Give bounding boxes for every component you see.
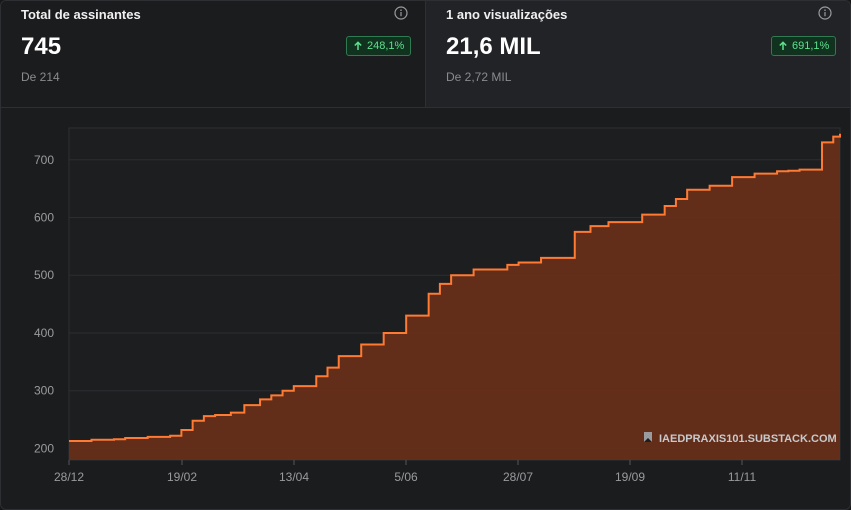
x-tick-label: 11/11	[728, 470, 757, 484]
x-tick-label: 13/04	[279, 470, 309, 484]
watermark-text: IAEDPRAXIS101.SUBSTACK.COM	[659, 433, 837, 445]
info-icon[interactable]	[818, 6, 832, 20]
x-tick-label: 28/12	[54, 470, 84, 484]
views-title: 1 ano visualizações	[446, 7, 568, 22]
x-axis: 28/12 19/02 13/04 5/06 28/07 19/09 11/11	[54, 460, 756, 484]
y-tick-label: 500	[34, 268, 54, 282]
y-tick-label: 300	[34, 384, 54, 398]
x-tick-label: 5/06	[394, 470, 418, 484]
watermark: IAEDPRAXIS101.SUBSTACK.COM	[644, 432, 837, 445]
y-tick-label: 700	[34, 153, 54, 167]
views-previous: De 2,72 MIL	[446, 70, 512, 84]
views-card[interactable]: 1 ano visualizações 21,6 MIL 691,1% De 2…	[426, 1, 850, 107]
subscribers-title: Total de assinantes	[21, 7, 141, 22]
chart-container: 200 300 400 500 600 700 28/12 19/02 13/04 5/06 28…	[1, 108, 850, 509]
subscribers-growth-value: 248,1%	[367, 40, 405, 52]
bookmark-icon	[644, 432, 652, 442]
y-tick-label: 600	[34, 210, 54, 224]
x-tick-label: 19/02	[167, 470, 197, 484]
subscribers-previous: De 214	[21, 70, 60, 84]
views-growth-value: 691,1%	[792, 40, 830, 52]
bookmark-notch	[644, 438, 652, 442]
x-tick-label: 28/07	[503, 470, 533, 484]
x-tick-label: 19/09	[615, 470, 645, 484]
views-value: 21,6 MIL	[446, 33, 541, 60]
views-growth-badge: 691,1%	[771, 36, 837, 56]
subscribers-value: 745	[21, 33, 62, 60]
arrow-up-icon	[779, 41, 787, 50]
series-line	[69, 133, 841, 442]
arrow-up-icon	[354, 41, 362, 50]
y-axis: 200 300 400 500 600 700	[34, 153, 54, 456]
subscribers-card[interactable]: Total de assinantes 745 248,1% De 214	[1, 1, 426, 107]
subscribers-growth-badge: 248,1%	[346, 36, 412, 56]
y-tick-label: 400	[34, 326, 54, 340]
stats-cards: Total de assinantes 745 248,1% De 214 1 …	[1, 1, 850, 108]
info-icon[interactable]	[394, 6, 408, 20]
y-tick-label: 200	[34, 441, 54, 455]
